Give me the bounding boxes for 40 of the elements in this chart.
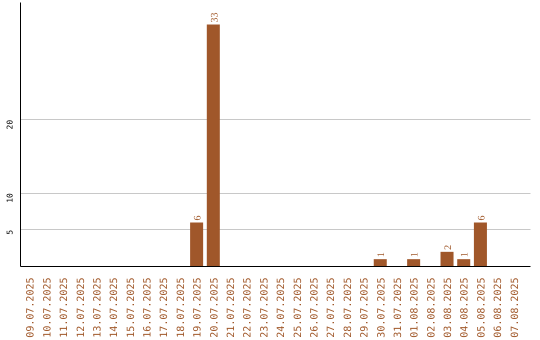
data-label: 6 — [192, 216, 204, 220]
x-tick-label: 17.07.2025 — [159, 277, 170, 338]
x-tick-label: 21.07.2025 — [226, 277, 238, 338]
data-label: 1 — [376, 252, 388, 258]
x-tick-label: 31.07.2025 — [392, 277, 404, 338]
x-tick-label: 15.07.2025 — [126, 277, 137, 338]
x-tick-label: 19.07.2025 — [192, 277, 204, 338]
x-tick-label: 06.08.2025 — [493, 277, 504, 338]
x-tick-label: 03.08.2025 — [443, 277, 454, 338]
x-tick-label: 14.07.2025 — [109, 277, 120, 338]
x-tick-label: 27.07.2025 — [326, 277, 338, 338]
data-label: 1 — [460, 252, 471, 258]
data-label: 1 — [410, 252, 421, 258]
data-label: 33 — [209, 12, 220, 22]
data-label: 2 — [443, 244, 454, 250]
y-tick-label: 20 — [6, 120, 14, 130]
x-tick-label: 05.08.2025 — [476, 277, 488, 338]
x-tick-label: 29.07.2025 — [360, 277, 371, 338]
x-tick-label: 20.07.2025 — [209, 277, 220, 338]
y-tick-label: 10 — [6, 192, 14, 203]
x-tick-label: 24.07.2025 — [276, 277, 288, 338]
x-tick-label: 18.07.2025 — [176, 277, 187, 338]
x-tick-label: 28.07.2025 — [342, 277, 354, 338]
x-tick-label: 22.07.2025 — [242, 277, 254, 338]
x-tick-label: 04.08.2025 — [460, 277, 471, 338]
x-tick-label: 02.08.2025 — [426, 277, 438, 338]
x-tick-label: 10.07.2025 — [42, 277, 54, 338]
x-tick-label: 13.07.2025 — [92, 277, 104, 338]
x-tick-label: 25.07.2025 — [292, 277, 304, 338]
x-tick-label: 16.07.2025 — [142, 277, 154, 338]
data-label: 6 — [476, 216, 488, 220]
x-tick-label: 07.08.2025 — [510, 277, 521, 338]
x-tick-label: 12.07.2025 — [76, 277, 87, 338]
x-tick-label: 26.07.2025 — [309, 277, 320, 338]
x-tick-label: 01.08.2025 — [410, 277, 421, 338]
x-tick-label: 23.07.2025 — [259, 277, 270, 338]
y-tick-label: 5 — [6, 230, 14, 235]
x-tick-label: 30.07.2025 — [376, 277, 388, 338]
x-tick-label: 11.07.2025 — [59, 277, 70, 338]
x-tick-label: 09.07.2025 — [26, 277, 37, 338]
